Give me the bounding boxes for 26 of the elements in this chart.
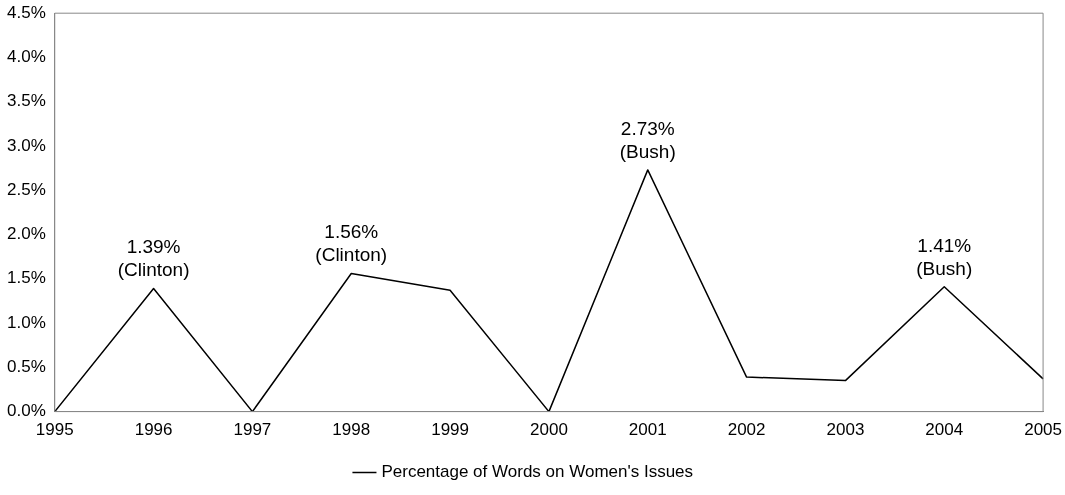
x-tick-label: 2002 [727, 420, 766, 440]
y-tick-label: 2.5% [7, 179, 46, 199]
x-tick-label: 2004 [925, 420, 964, 440]
annotation: 1.39% (Clinton) [117, 236, 190, 281]
y-tick-label: 4.5% [7, 2, 46, 22]
x-tick-label: 1997 [233, 420, 272, 440]
x-tick-label: 2001 [628, 420, 667, 440]
y-tick-label: 1.5% [7, 268, 46, 288]
annotation: 1.56% (Clinton) [315, 221, 388, 266]
x-tick-label: 1998 [332, 420, 371, 440]
x-tick-label: 2003 [826, 420, 865, 440]
x-tick-label: 2000 [530, 420, 568, 440]
y-tick-label: 1.0% [7, 312, 46, 332]
y-tick-label: 0.5% [7, 357, 46, 377]
x-tick-label: 1995 [35, 420, 74, 440]
y-tick-label: 4.0% [7, 47, 46, 67]
x-tick-label: 1996 [134, 420, 173, 440]
y-tick-label: 0.0% [7, 401, 46, 421]
y-tick-label: 3.0% [7, 135, 46, 155]
x-tick-label: 1999 [431, 420, 469, 440]
annotation: 1.41% (Bush) [916, 234, 973, 279]
x-tick-label: 2005 [1024, 420, 1062, 440]
y-tick-label: 3.5% [7, 91, 46, 111]
y-tick-label: 2.0% [7, 224, 46, 244]
annotation: 2.73% (Bush) [619, 117, 676, 162]
legend-label: Percentage of Words on Women's Issues [381, 462, 694, 482]
